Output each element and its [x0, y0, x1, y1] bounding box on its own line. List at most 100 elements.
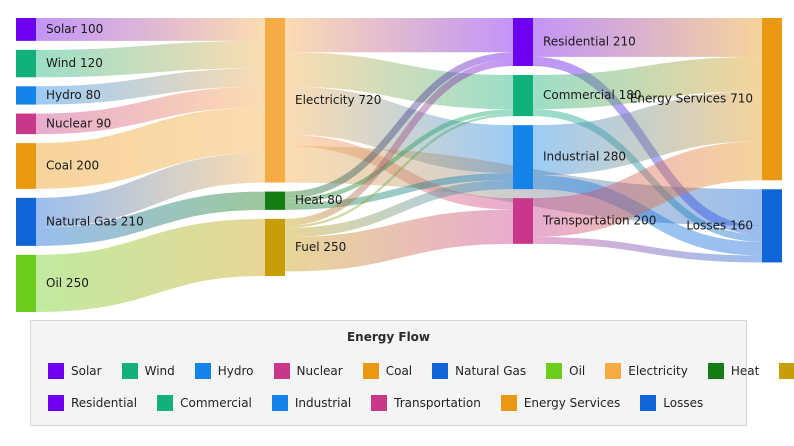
legend-label-residential: Residential	[71, 396, 138, 410]
node-electricity[interactable]	[265, 18, 285, 183]
legend-swatch-wind	[121, 363, 138, 379]
node-label-transportation: Transportation 200	[542, 214, 656, 228]
node-hydro[interactable]	[16, 86, 36, 105]
legend-swatch-transportation	[371, 395, 388, 411]
legend-swatch-oil	[546, 363, 563, 379]
legend-swatch-residential	[48, 395, 64, 411]
node-wind[interactable]	[16, 49, 36, 78]
node-fuel[interactable]	[265, 218, 285, 276]
legend-item-natural-gas[interactable]: Natural Gas	[432, 363, 546, 379]
link-fuel-to-commercial[interactable]	[284, 113, 514, 228]
node-transportation[interactable]	[513, 198, 533, 244]
legend-label-solar: Solar	[71, 364, 102, 378]
legend-item-solar[interactable]: Solar	[48, 363, 122, 379]
legend-label-losses: Losses	[663, 396, 704, 410]
node-label-solar: Solar 100	[46, 22, 103, 36]
node-label-coal: Coal 200	[46, 159, 99, 173]
link-fuel-to-transportation[interactable]	[284, 209, 514, 272]
legend-item-hydro[interactable]: Hydro	[194, 363, 274, 379]
node-label-natural-gas: Natural Gas 210	[46, 214, 144, 228]
legend-item-transportation[interactable]: Transportation	[371, 395, 501, 411]
legend-swatch-fuel	[779, 363, 794, 379]
node-label-electricity: Electricity 720	[295, 93, 381, 107]
link-heat-to-residential[interactable]	[284, 52, 514, 199]
legend-item-commercial[interactable]: Commercial	[157, 395, 272, 411]
link-transportation-to-energy-services[interactable]	[532, 141, 763, 237]
link-heat-to-industrial[interactable]	[284, 173, 514, 210]
node-nuclear[interactable]	[16, 113, 36, 135]
legend-swatch-electricity	[605, 363, 622, 379]
link-electricity-to-commercial[interactable]	[284, 52, 514, 110]
legend-swatch-coal	[362, 363, 379, 379]
node-heat[interactable]	[265, 191, 285, 210]
legend-item-energy-services[interactable]: Energy Services	[500, 395, 640, 411]
node-energy-services[interactable]	[762, 18, 782, 181]
link-industrial-to-energy-services[interactable]	[532, 91, 763, 176]
legend-item-residential[interactable]: Residential	[48, 395, 157, 411]
legend-label-commercial: Commercial	[180, 396, 252, 410]
legend: Energy Flow Solar Wind Hydro Nuclear Coal Nat…	[30, 320, 794, 426]
link-heat-to-commercial[interactable]	[284, 109, 514, 203]
node-label-heat: Heat 80	[295, 193, 343, 207]
legend-item-oil[interactable]: Oil	[546, 363, 605, 379]
link-coal-to-electricity[interactable]	[35, 107, 266, 189]
node-coal[interactable]	[16, 143, 36, 189]
link-nuclear-to-electricity[interactable]	[35, 86, 266, 135]
legend-item-wind[interactable]: Wind	[121, 363, 195, 379]
legend-label-industrial: Industrial	[294, 396, 352, 410]
legend-label-nuclear: Nuclear	[296, 364, 343, 378]
legend-item-electricity[interactable]: Electricity	[605, 363, 708, 379]
legend-row: Solar Wind Hydro Nuclear Coal Natural Gas Oil E…	[48, 363, 794, 379]
node-industrial[interactable]	[513, 125, 533, 190]
sankey-labels: Solar 100 Wind 120 Hydro 80 Nuclear 90 Coal …	[46, 22, 753, 290]
link-fuel-to-residential[interactable]	[284, 59, 514, 226]
legend-item-industrial[interactable]: Industrial	[271, 395, 371, 411]
node-label-wind: Wind 120	[46, 56, 103, 70]
link-transportation-to-losses[interactable]	[532, 237, 763, 263]
legend-item-heat[interactable]: Heat	[707, 363, 779, 379]
link-hydro-to-electricity[interactable]	[35, 68, 266, 105]
node-oil[interactable]	[16, 254, 36, 312]
node-commercial[interactable]	[513, 75, 533, 117]
sankey-nodes	[16, 18, 782, 312]
legend-item-losses[interactable]: Losses	[640, 395, 723, 411]
sankey-chart: Solar 100 Wind 120 Hydro 80 Nuclear 90 Coal …	[16, 18, 782, 313]
legend-label-electricity: Electricity	[628, 364, 688, 378]
link-natural-gas-to-electricity[interactable]	[35, 152, 266, 228]
legend-label-transportation: Transportation	[394, 396, 481, 410]
legend-item-nuclear[interactable]: Nuclear	[273, 363, 363, 379]
legend-item-fuel[interactable]: Fuel	[779, 363, 794, 379]
node-label-commercial: Commercial 180	[543, 88, 642, 102]
node-solar[interactable]	[16, 18, 36, 41]
legend-swatch-losses	[640, 395, 657, 411]
legend-swatch-heat	[707, 363, 724, 379]
legend-label-heat: Heat	[730, 364, 760, 378]
legend-row: Residential Commercial Industrial Transport…	[48, 395, 723, 411]
sankey-links	[35, 18, 763, 313]
legend-label-natural-gas: Natural Gas	[455, 364, 527, 378]
legend-swatch-hydro	[194, 363, 211, 379]
legend-swatch-nuclear	[273, 363, 290, 379]
link-industrial-to-losses[interactable]	[532, 175, 763, 256]
legend-label-hydro: Hydro	[217, 364, 254, 378]
node-residential[interactable]	[513, 18, 533, 66]
link-oil-to-fuel[interactable]	[35, 218, 266, 313]
link-natural-gas-to-heat[interactable]	[35, 191, 266, 246]
node-label-industrial: Industrial 280	[543, 150, 626, 164]
legend-swatch-natural-gas	[432, 363, 449, 379]
link-wind-to-electricity[interactable]	[35, 40, 266, 78]
legend-swatch-industrial	[271, 395, 288, 411]
link-commercial-to-energy-services[interactable]	[532, 56, 763, 110]
node-label-nuclear: Nuclear 90	[46, 116, 111, 130]
legend-swatch-energy-services	[500, 395, 517, 411]
legend-item-coal[interactable]: Coal	[362, 363, 432, 379]
legend-label-oil: Oil	[569, 364, 586, 378]
node-losses[interactable]	[762, 189, 782, 263]
legend-label-coal: Coal	[385, 364, 413, 378]
legend-title: Energy Flow	[346, 330, 431, 344]
legend-swatch-commercial	[157, 395, 174, 411]
legend-swatch-solar	[48, 363, 64, 379]
link-fuel-to-industrial[interactable]	[284, 179, 514, 238]
node-label-hydro: Hydro 80	[46, 88, 101, 102]
node-natural-gas[interactable]	[16, 197, 36, 246]
